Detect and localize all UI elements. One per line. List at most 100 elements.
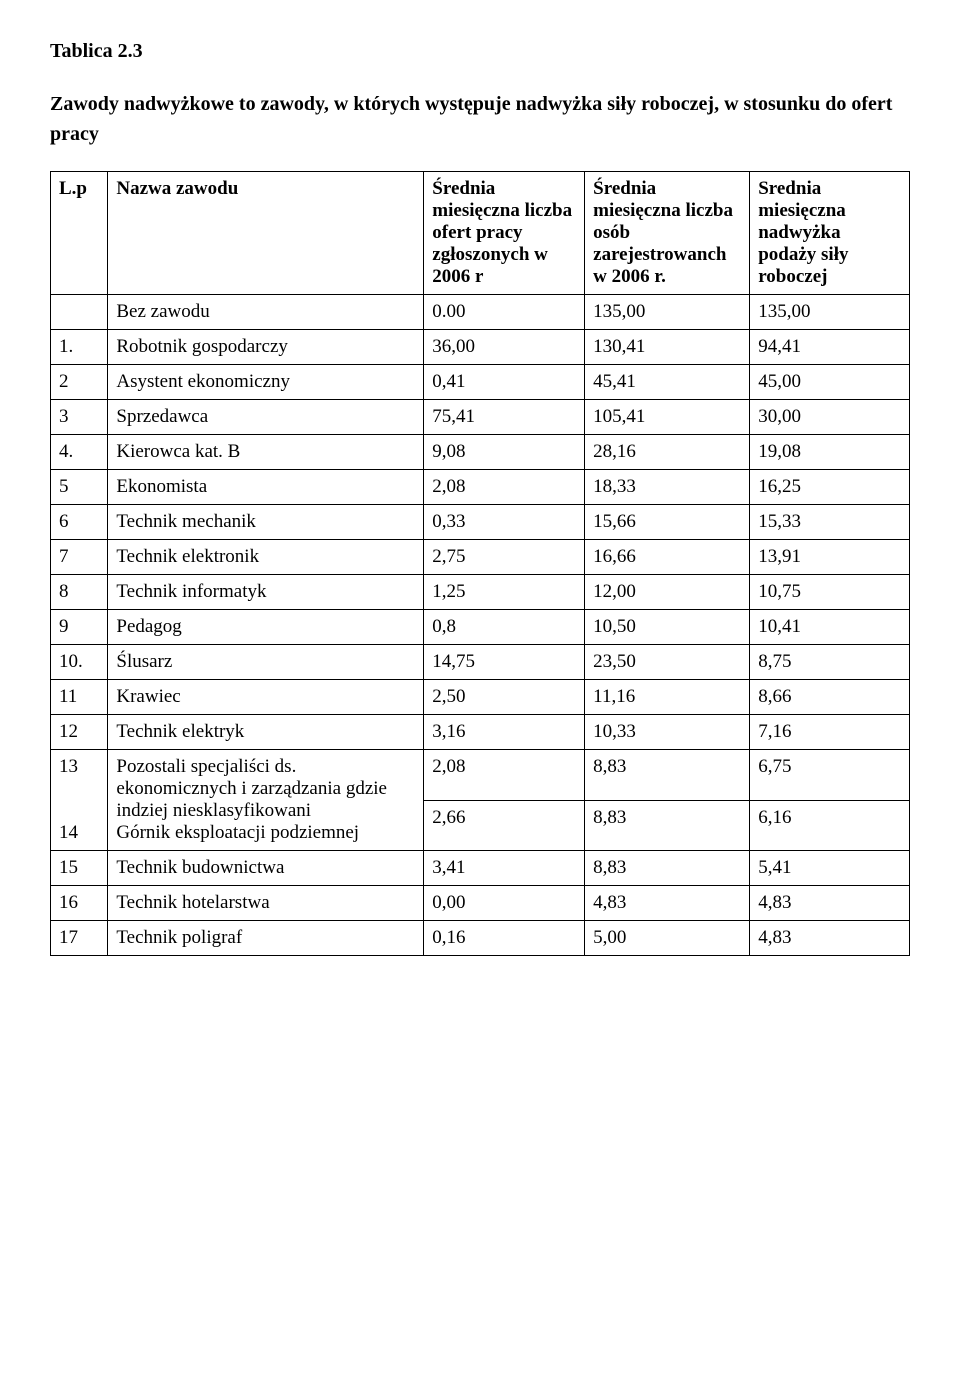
header-row: L.p Nazwa zawodu Średnia miesięczna licz… bbox=[51, 172, 910, 295]
lp-13: 13 bbox=[59, 756, 99, 778]
cell-lp: 17 bbox=[51, 921, 108, 956]
cell-lp: 4. bbox=[51, 435, 108, 470]
cell-value: 4,83 bbox=[750, 921, 910, 956]
cell-lp: 11 bbox=[51, 680, 108, 715]
header-col1: Średnia miesięczna liczba ofert pracy zg… bbox=[424, 172, 585, 295]
header-col2: Średnia miesięczna liczba osób zarejestr… bbox=[585, 172, 750, 295]
table-row: 10.Ślusarz14,7523,508,75 bbox=[51, 645, 910, 680]
cell-lp: 5 bbox=[51, 470, 108, 505]
cell-value: 8,83 bbox=[585, 800, 750, 851]
cell-name: Bez zawodu bbox=[108, 295, 424, 330]
cell-name: Sprzedawca bbox=[108, 400, 424, 435]
cell-value: 5,00 bbox=[585, 921, 750, 956]
table-row: 2Asystent ekonomiczny0,4145,4145,00 bbox=[51, 365, 910, 400]
cell-lp: 12 bbox=[51, 715, 108, 750]
table-row: 6Technik mechanik0,3315,6615,33 bbox=[51, 505, 910, 540]
table-row: Bez zawodu0.00135,00135,00 bbox=[51, 295, 910, 330]
cell-value: 0,33 bbox=[424, 505, 585, 540]
cell-value: 14,75 bbox=[424, 645, 585, 680]
cell-value: 19,08 bbox=[750, 435, 910, 470]
table-row: 5Ekonomista2,0818,3316,25 bbox=[51, 470, 910, 505]
name-14: Górnik eksploatacji podziemnej bbox=[116, 822, 415, 844]
table-row: 9Pedagog0,810,5010,41 bbox=[51, 610, 910, 645]
cell-value: 45,41 bbox=[585, 365, 750, 400]
cell-value: 3,16 bbox=[424, 715, 585, 750]
cell-name: Technik hotelarstwa bbox=[108, 886, 424, 921]
cell-value: 0,41 bbox=[424, 365, 585, 400]
table-row: 16Technik hotelarstwa0,004,834,83 bbox=[51, 886, 910, 921]
table-row: 8Technik informatyk1,2512,0010,75 bbox=[51, 575, 910, 610]
cell-value: 0,8 bbox=[424, 610, 585, 645]
cell-lp: 2 bbox=[51, 365, 108, 400]
cell-value: 16,66 bbox=[585, 540, 750, 575]
header-lp: L.p bbox=[51, 172, 108, 295]
cell-value: 0,00 bbox=[424, 886, 585, 921]
cell-value: 13,91 bbox=[750, 540, 910, 575]
cell-value: 45,00 bbox=[750, 365, 910, 400]
cell-value: 0,16 bbox=[424, 921, 585, 956]
cell-value: 6,75 bbox=[750, 750, 910, 801]
cell-name: Pozostali specjaliści ds. ekonomicznych … bbox=[108, 750, 424, 851]
cell-value: 105,41 bbox=[585, 400, 750, 435]
cell-lp: 10. bbox=[51, 645, 108, 680]
cell-value: 2,75 bbox=[424, 540, 585, 575]
cell-value: 8,83 bbox=[585, 750, 750, 801]
cell-value: 10,50 bbox=[585, 610, 750, 645]
cell-name: Technik poligraf bbox=[108, 921, 424, 956]
cell-name: Ekonomista bbox=[108, 470, 424, 505]
cell-lp: 6 bbox=[51, 505, 108, 540]
data-table: L.p Nazwa zawodu Średnia miesięczna licz… bbox=[50, 171, 910, 956]
cell-name: Pedagog bbox=[108, 610, 424, 645]
cell-name: Krawiec bbox=[108, 680, 424, 715]
table-row: 3Sprzedawca75,41105,4130,00 bbox=[51, 400, 910, 435]
cell-value: 10,41 bbox=[750, 610, 910, 645]
cell-value: 11,16 bbox=[585, 680, 750, 715]
cell-name: Robotnik gospodarczy bbox=[108, 330, 424, 365]
header-name: Nazwa zawodu bbox=[108, 172, 424, 295]
table-row: 17Technik poligraf0,165,004,83 bbox=[51, 921, 910, 956]
cell-value: 28,16 bbox=[585, 435, 750, 470]
cell-name: Ślusarz bbox=[108, 645, 424, 680]
cell-lp: 1. bbox=[51, 330, 108, 365]
cell-value: 1,25 bbox=[424, 575, 585, 610]
table-row: 1314Pozostali specjaliści ds. ekonomiczn… bbox=[51, 750, 910, 801]
cell-value: 7,16 bbox=[750, 715, 910, 750]
cell-value: 2,08 bbox=[424, 750, 585, 801]
cell-name: Technik elektronik bbox=[108, 540, 424, 575]
cell-value: 6,16 bbox=[750, 800, 910, 851]
cell-value: 2,50 bbox=[424, 680, 585, 715]
cell-value: 30,00 bbox=[750, 400, 910, 435]
cell-name: Asystent ekonomiczny bbox=[108, 365, 424, 400]
cell-lp: 3 bbox=[51, 400, 108, 435]
cell-lp: 15 bbox=[51, 851, 108, 886]
cell-value: 0.00 bbox=[424, 295, 585, 330]
cell-value: 8,66 bbox=[750, 680, 910, 715]
cell-value: 15,66 bbox=[585, 505, 750, 540]
cell-value: 2,08 bbox=[424, 470, 585, 505]
table-label: Tablica 2.3 bbox=[50, 40, 910, 63]
cell-name: Kierowca kat. B bbox=[108, 435, 424, 470]
table-row: 7Technik elektronik2,7516,6613,91 bbox=[51, 540, 910, 575]
cell-lp: 9 bbox=[51, 610, 108, 645]
table-row: 15Technik budownictwa3,418,835,41 bbox=[51, 851, 910, 886]
lp-14: 14 bbox=[59, 822, 99, 844]
cell-value: 16,25 bbox=[750, 470, 910, 505]
cell-value: 8,75 bbox=[750, 645, 910, 680]
cell-value: 5,41 bbox=[750, 851, 910, 886]
cell-lp: 7 bbox=[51, 540, 108, 575]
cell-name: Technik budownictwa bbox=[108, 851, 424, 886]
table-row: 4.Kierowca kat. B9,0828,1619,08 bbox=[51, 435, 910, 470]
cell-value: 4,83 bbox=[750, 886, 910, 921]
cell-value: 8,83 bbox=[585, 851, 750, 886]
cell-name: Technik mechanik bbox=[108, 505, 424, 540]
cell-value: 10,75 bbox=[750, 575, 910, 610]
cell-name: Technik informatyk bbox=[108, 575, 424, 610]
cell-name: Technik elektryk bbox=[108, 715, 424, 750]
cell-lp: 13 14 bbox=[51, 750, 108, 851]
cell-value: 10,33 bbox=[585, 715, 750, 750]
cell-value: 15,33 bbox=[750, 505, 910, 540]
cell-value: 75,41 bbox=[424, 400, 585, 435]
cell-value: 94,41 bbox=[750, 330, 910, 365]
table-row: 12Technik elektryk3,1610,337,16 bbox=[51, 715, 910, 750]
cell-value: 36,00 bbox=[424, 330, 585, 365]
